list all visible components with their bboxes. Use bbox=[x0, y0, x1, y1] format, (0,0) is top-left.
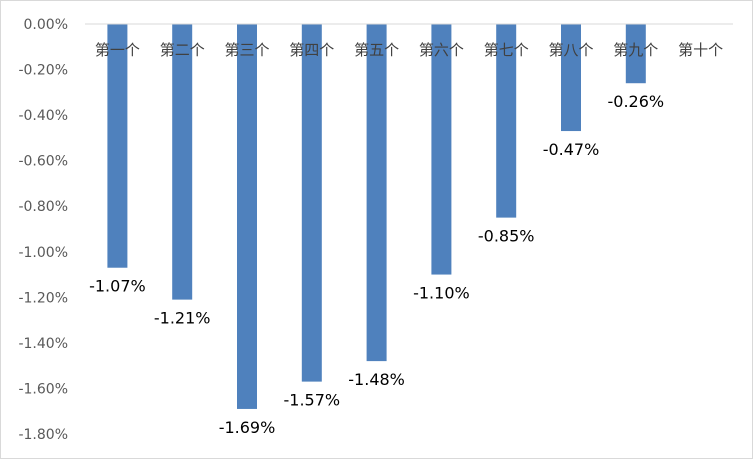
y-tick-label: -0.80% bbox=[18, 199, 68, 215]
y-axis-ticks: 0.00% -0.20% -0.40% -0.60% -0.80% -1.00% -1.20… bbox=[18, 17, 68, 443]
x-tick-label: 第八个 bbox=[548, 41, 593, 59]
bars-group bbox=[107, 24, 646, 409]
x-tick-label: 第四个 bbox=[289, 41, 334, 59]
bar bbox=[496, 24, 517, 218]
x-tick-label: 第九个 bbox=[613, 41, 658, 59]
data-label: -1.57% bbox=[283, 391, 340, 410]
x-axis-labels: 第一个 第二个 第三个 第四个 第五个 第六个 第七个 第八个 第九个 第十个 bbox=[95, 41, 723, 59]
x-tick-label: 第五个 bbox=[354, 41, 399, 59]
data-label: -1.07% bbox=[89, 277, 146, 296]
data-label: -0.85% bbox=[478, 227, 535, 246]
y-tick-label: -1.80% bbox=[18, 427, 68, 443]
y-tick-label: -1.60% bbox=[18, 381, 68, 397]
data-label: -1.69% bbox=[219, 418, 276, 437]
y-tick-label: -0.40% bbox=[18, 108, 68, 124]
bar bbox=[172, 24, 193, 300]
y-tick-label: -1.20% bbox=[18, 290, 68, 306]
x-tick-label: 第十个 bbox=[678, 41, 723, 59]
bar bbox=[107, 24, 128, 268]
bar bbox=[237, 24, 257, 409]
data-label: -0.26% bbox=[607, 92, 664, 111]
y-tick-label: -1.00% bbox=[18, 245, 68, 261]
bar bbox=[561, 24, 581, 132]
bar bbox=[366, 24, 387, 362]
y-tick-label: -1.40% bbox=[18, 336, 68, 352]
x-tick-label: 第七个 bbox=[484, 41, 529, 59]
x-tick-label: 第一个 bbox=[95, 41, 140, 59]
bar bbox=[625, 24, 646, 84]
y-tick-label: -0.60% bbox=[18, 154, 68, 170]
data-label: -1.21% bbox=[154, 309, 211, 328]
data-label: -1.48% bbox=[348, 370, 405, 389]
x-tick-label: 第三个 bbox=[224, 41, 269, 59]
data-labels-group: -1.07% -1.21% -1.69% -1.57% -1.48% -1.10% -0.8… bbox=[89, 92, 664, 437]
bar bbox=[301, 24, 322, 382]
x-tick-label: 第二个 bbox=[160, 41, 205, 59]
data-label: -1.10% bbox=[413, 284, 470, 303]
y-tick-label: 0.00% bbox=[24, 17, 68, 33]
x-tick-label: 第六个 bbox=[419, 41, 464, 59]
data-label: -0.47% bbox=[543, 140, 600, 159]
y-tick-label: -0.20% bbox=[18, 63, 68, 79]
bar bbox=[431, 24, 452, 275]
